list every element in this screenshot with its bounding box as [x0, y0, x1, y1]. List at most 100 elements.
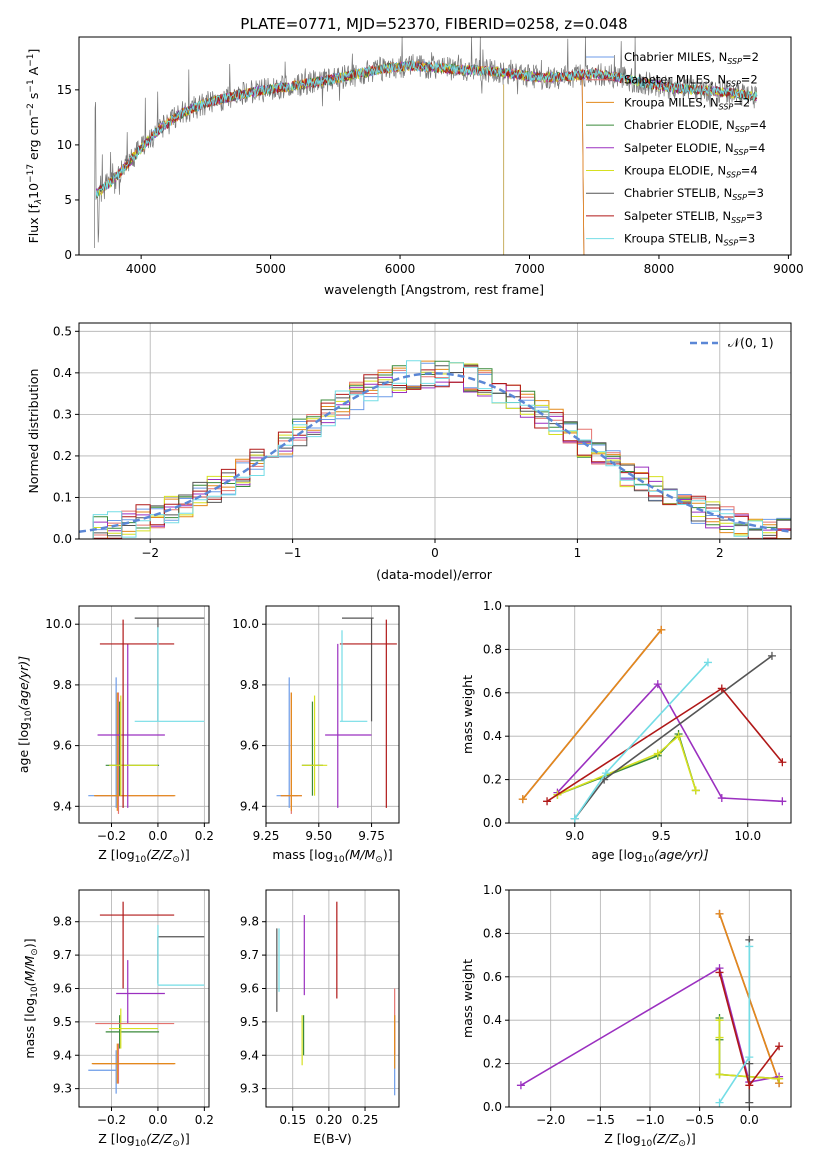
ytick-label: 0.2 — [483, 773, 502, 787]
residuals-panel: −2 −1 0 1 2 0.0 0.1 0.2 0.3 0.4 0.5 (data-model)/e… — [26, 322, 792, 582]
legend-label-chabrier_elodie: Chabrier ELODIE, NSSP=4 — [624, 118, 766, 134]
ylabel-close: )] — [22, 938, 37, 948]
residuals-xtick-label: 0 — [431, 546, 439, 560]
xtick-label: 0.2 — [195, 1113, 214, 1127]
legend-val: =3 — [738, 232, 755, 246]
legend-name: Salpeter MILES, N — [624, 73, 726, 87]
xtick-label: −1.5 — [586, 1113, 615, 1127]
panel-frame — [78, 605, 210, 824]
weight-line-salpeter_elodie — [556, 682, 783, 803]
legend-label-chabrier_stelib: Chabrier STELIB, NSSP=3 — [624, 186, 764, 202]
xlabel-sun: ⊙ — [172, 855, 180, 865]
weight-marker-salpeter_elodie — [717, 794, 726, 803]
residuals-ytick-label: 0.2 — [53, 449, 72, 463]
spectrum-panel: PLATE=0771, MJD=52370, FIBERID=0258, z=0… — [26, 15, 804, 297]
ytick-label: 9.8 — [53, 678, 72, 692]
legend-label-salpeter_miles: Salpeter MILES, NSSP=2 — [624, 73, 758, 89]
ytick-label: 9.4 — [53, 799, 72, 813]
legend-label-kroupa_elodie: Kroupa ELODIE, NSSP=4 — [624, 164, 758, 180]
weight-marker-kroupa_elodie — [653, 749, 662, 758]
spectrum-ytick-label: 10 — [57, 138, 72, 152]
legend-label-kroupa_stelib: Kroupa STELIB, NSSP=3 — [624, 232, 755, 248]
ytick-label: 0.4 — [483, 1013, 502, 1027]
weight-marker-kroupa_stelib — [570, 814, 579, 823]
xlabel: mass [log10(M/M⊙)] — [272, 847, 392, 865]
spectrum-frame — [78, 36, 792, 256]
xlabel: Z [log10(Z/Z⊙)] — [98, 847, 189, 865]
xtick-label: 0.2 — [195, 829, 214, 843]
z-mass-panel: −0.2 0.0 0.29.39.49.59.69.79.8Z [log10(Z/Z… — [22, 889, 214, 1149]
ytick-label: 9.3 — [240, 1082, 259, 1096]
ytick-label: 0.6 — [483, 970, 502, 984]
xlabel-sub: 10 — [333, 855, 345, 865]
panel-frame — [265, 605, 400, 824]
ytick-label: 0.2 — [483, 1057, 502, 1071]
residuals-xtick-label: 2 — [716, 546, 724, 560]
legend-val: =4 — [741, 164, 758, 178]
legend-name: Chabrier STELIB, N — [624, 186, 732, 200]
spectrum-title: PLATE=0771, MJD=52370, FIBERID=0258, z=0… — [240, 15, 627, 33]
legend-name: Kroupa MILES, N — [624, 95, 719, 109]
panel-frame — [508, 605, 792, 824]
spectrum-xtick-label: 8000 — [644, 262, 675, 276]
xlabel-sub: 10 — [641, 1139, 653, 1149]
weight-line-salpeter_elodie — [520, 966, 780, 1086]
weight-line-chabrier_stelib — [574, 655, 773, 820]
weight-line-kroupa_elodie — [557, 734, 697, 796]
weight-marker-kroupa_stelib — [745, 942, 754, 951]
weight-marker-kroupa_elodie — [775, 1074, 784, 1083]
xlabel-end: (Z/Z — [652, 1131, 679, 1146]
residuals-xlabel: (data-model)/error — [376, 567, 493, 582]
weight-marker-salpeter_stelib — [775, 1042, 784, 1051]
xlabel-part: Z [log — [98, 1131, 134, 1146]
ytick-label: 9.5 — [53, 1015, 72, 1029]
xtick-label: 0.25 — [352, 1113, 379, 1127]
legend-val: =2 — [742, 50, 759, 64]
residuals-grid — [79, 323, 791, 540]
histogram-kroupa_stelib — [79, 360, 791, 540]
weight-marker-salpeter_stelib — [745, 1081, 754, 1090]
xlabel-sub: 10 — [135, 855, 147, 865]
weight-marker-kroupa_elodie — [691, 786, 700, 795]
legend-val: =4 — [750, 118, 767, 132]
ytick-label: 9.7 — [240, 948, 259, 962]
spectrum-ytick-label: 5 — [64, 193, 72, 207]
ytick-label: 9.6 — [53, 739, 72, 753]
ytick-label: 9.4 — [240, 799, 259, 813]
ytick-label: 0.0 — [483, 1100, 502, 1114]
ylabel-end: (age/yr)] — [16, 656, 31, 711]
spectrum-ylabel: Flux [fλ10−17 erg cm−2 s−1 A−1] — [26, 49, 44, 244]
xtick-label: 10.0 — [734, 829, 761, 843]
spectrum-plot-area — [94, 36, 758, 256]
residuals-ytick-label: 0.0 — [53, 532, 72, 546]
weight-marker-salpeter_stelib — [715, 968, 724, 977]
ytick-label: 0.4 — [483, 729, 502, 743]
weight-marker-kroupa_elodie — [674, 732, 683, 741]
residuals-ytick-label: 0.1 — [53, 490, 72, 504]
legend-label-chabrier_miles: Chabrier MILES, NSSP=2 — [624, 50, 759, 66]
legend-val: =3 — [747, 186, 764, 200]
ytick-label: 9.8 — [53, 915, 72, 929]
xlabel-end: (M/M — [345, 847, 376, 862]
legend-label-salpeter_elodie: Salpeter ELODIE, NSSP=4 — [624, 141, 765, 157]
ylabel-end: (M/M — [22, 956, 37, 987]
xtick-label: −1.0 — [635, 1113, 664, 1127]
legend-sub: SSP — [732, 193, 747, 202]
weight-marker-kroupa_miles — [518, 795, 527, 804]
legend-name: Salpeter ELODIE, N — [624, 141, 734, 155]
ytick-label: 10.0 — [45, 617, 72, 631]
mass-age-panel: 9.25 9.50 9.75 9.4 9.6 9.8 10.0 mass [log10(M/M… — [232, 605, 400, 865]
ebv-mass-panel: 0.15 0.20 0.25 9.3 9.4 9.5 9.6 9.7 9.8 E(B-V) — [240, 889, 400, 1146]
ytick-label: 1.0 — [483, 599, 502, 613]
legend-label-salpeter_stelib: Salpeter STELIB, NSSP=3 — [624, 209, 763, 225]
xlabel-close: )] — [180, 847, 190, 862]
weight-marker-salpeter_elodie — [516, 1081, 525, 1090]
spectrum-ticks: 4000 5000 6000 7000 8000 9000 0 5 10 15 — [57, 83, 804, 276]
xtick-label: 0.0 — [740, 1113, 759, 1127]
legend-val: =3 — [746, 209, 763, 223]
residuals-ytick-label: 0.3 — [53, 407, 72, 421]
ytick-label: 9.4 — [240, 1048, 259, 1062]
xlabel: Z [log10(Z/Z⊙)] — [604, 1131, 695, 1149]
xlabel: age [log10(age/yr)] — [591, 847, 708, 865]
ytick-label: 9.6 — [240, 981, 259, 995]
